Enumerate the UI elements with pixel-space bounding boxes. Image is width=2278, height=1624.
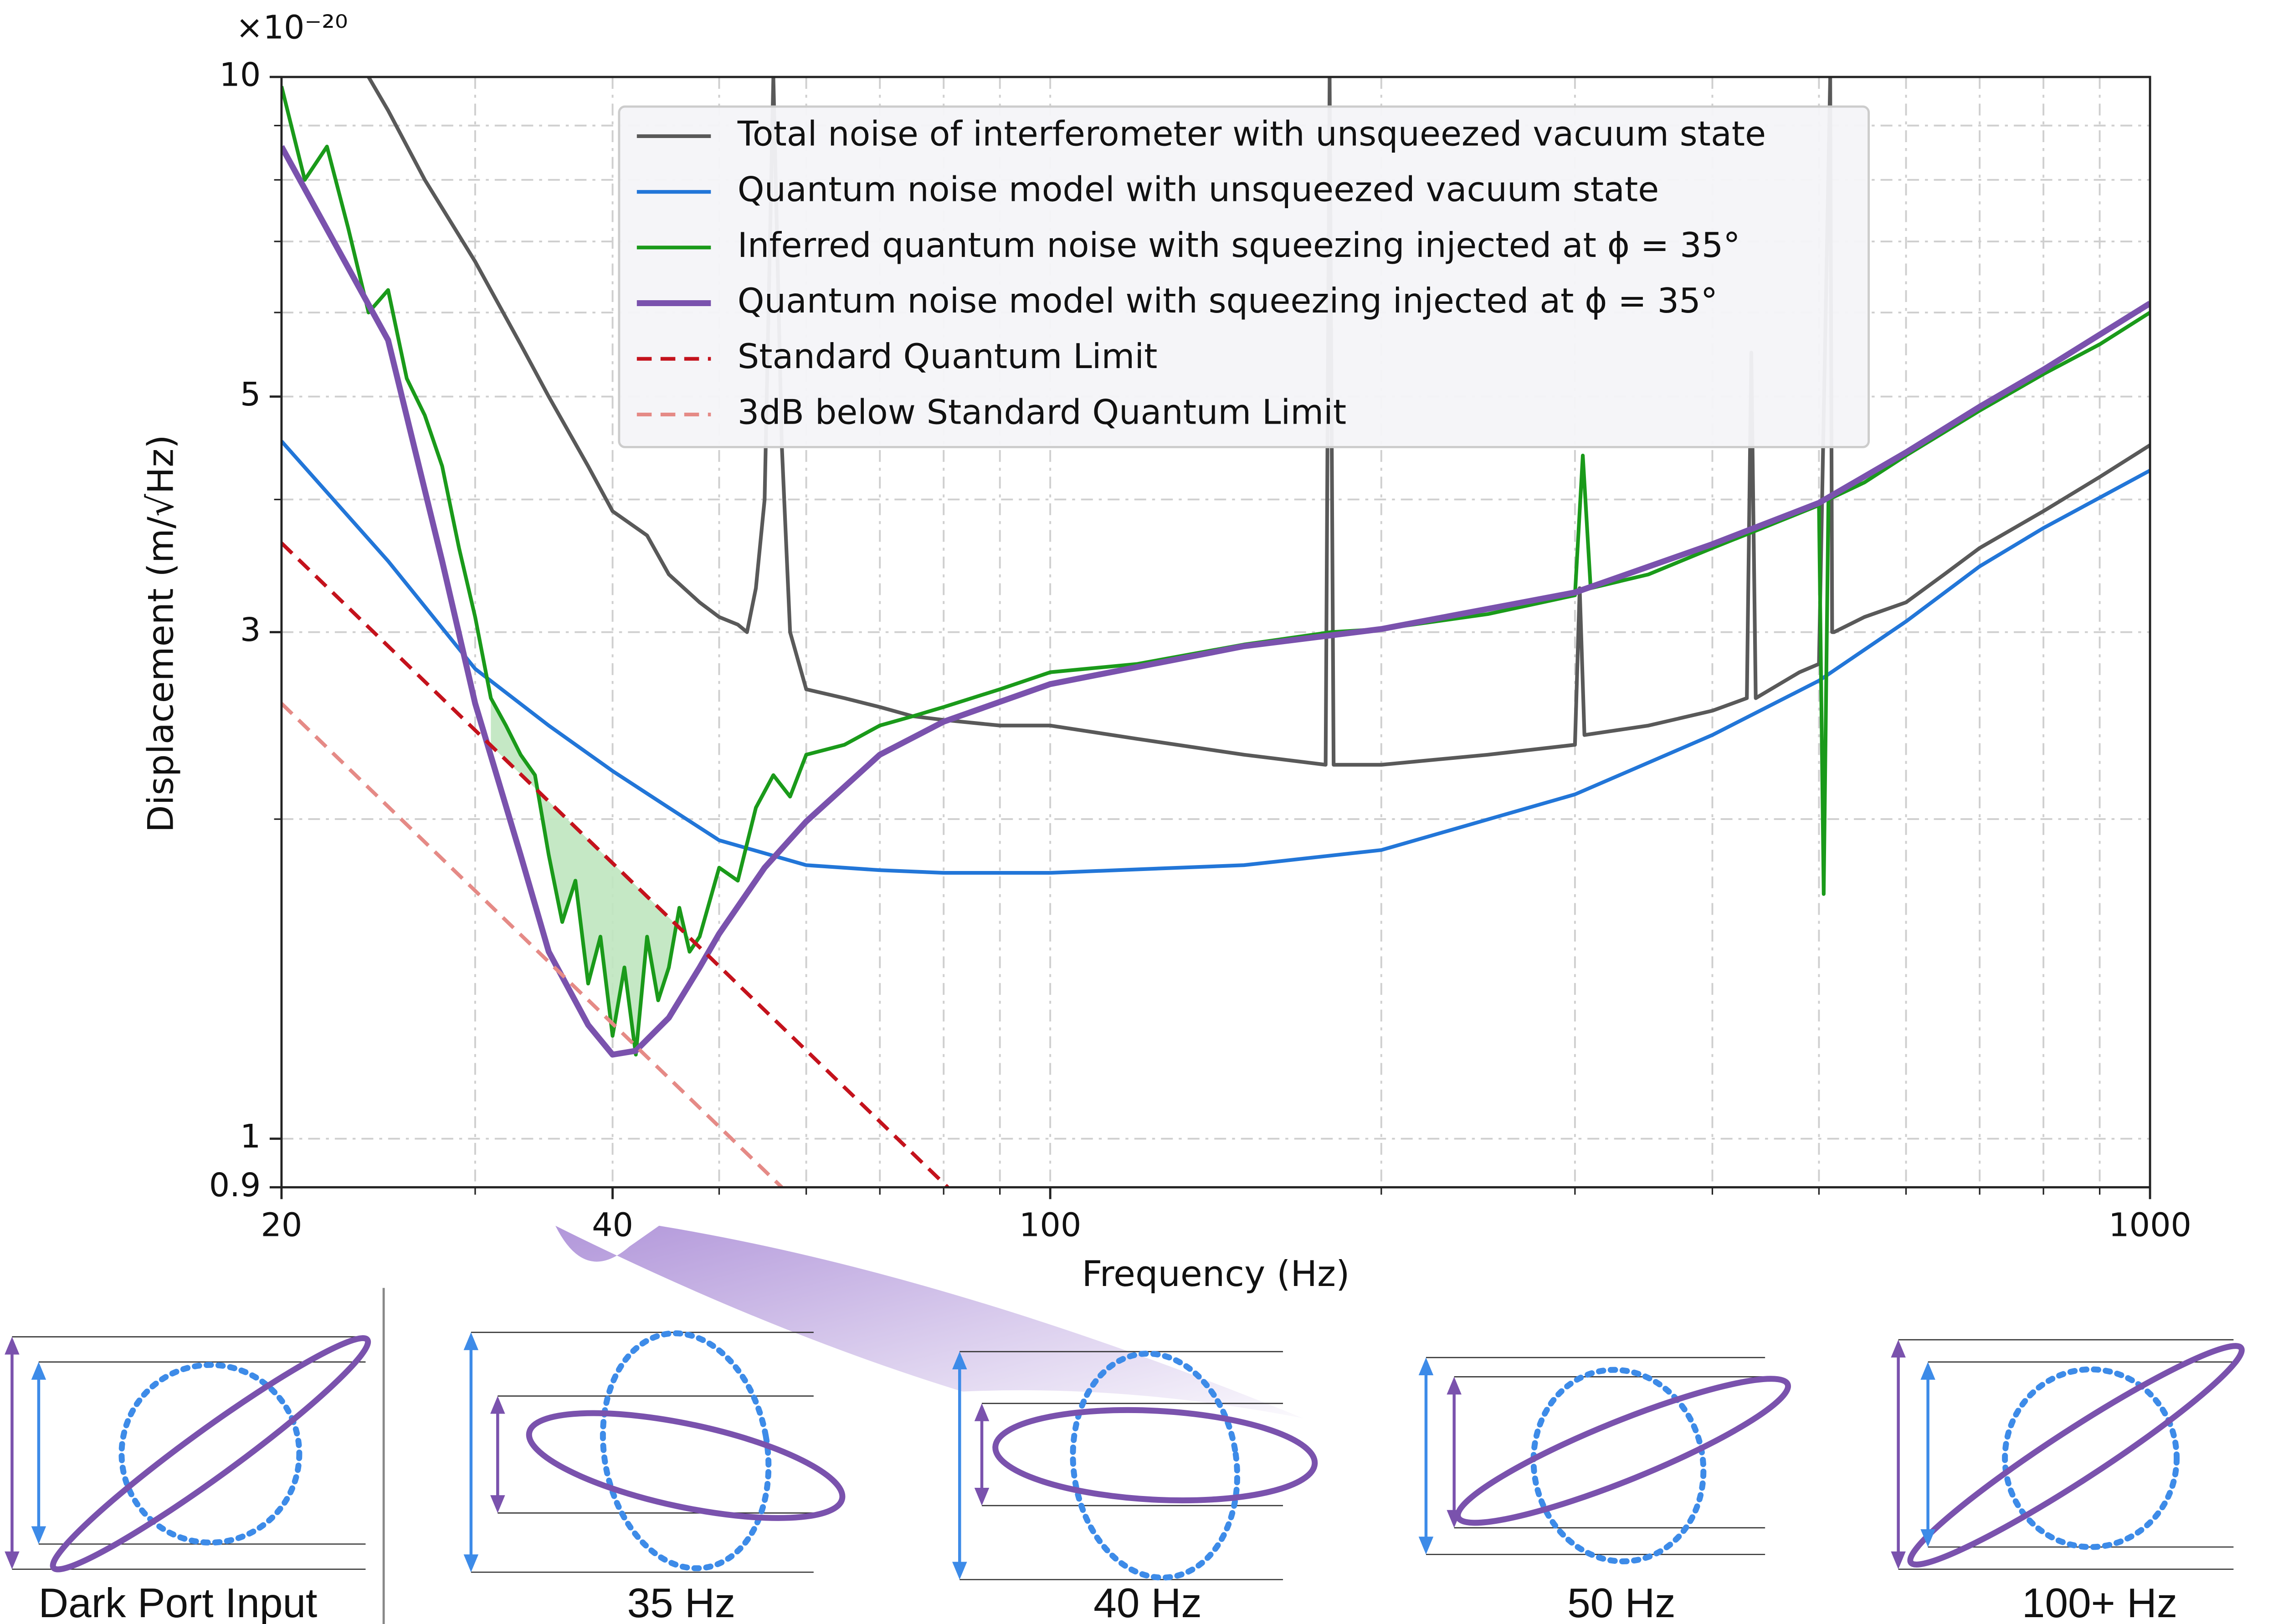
panel-label: 100+ Hz bbox=[2022, 1580, 2177, 1624]
panel-label: 35 Hz bbox=[627, 1580, 735, 1624]
panel-label: Dark Port Input bbox=[38, 1580, 317, 1624]
legend-label: Total noise of interferometer with unsqu… bbox=[737, 114, 1766, 154]
arrow-head bbox=[1891, 1340, 1906, 1358]
legend: Total noise of interferometer with unsqu… bbox=[618, 105, 1870, 448]
arrow-head bbox=[463, 1332, 479, 1350]
x-tick-label: 20 bbox=[261, 1206, 302, 1244]
arrow-head bbox=[5, 1551, 20, 1569]
plot-series bbox=[281, 77, 2150, 1188]
vacuum-ellipse bbox=[600, 1330, 772, 1572]
legend-label: Quantum noise model with unsqueezed vacu… bbox=[738, 170, 1659, 210]
phase-space-panels: Dark Port Input 35 Hz 40 Hz 50 Hz 100+ Hz bbox=[5, 1330, 2245, 1624]
plot-frame bbox=[280, 76, 2151, 1189]
legend-label: Quantum noise model with squeezing injec… bbox=[738, 281, 1718, 321]
arrow-head bbox=[1447, 1377, 1462, 1395]
series-line bbox=[281, 86, 2150, 1057]
arrow-head bbox=[974, 1403, 990, 1421]
arrow-head bbox=[31, 1526, 46, 1544]
vacuum-ellipse bbox=[2002, 1366, 2180, 1550]
series-line bbox=[281, 542, 949, 1188]
squeezed-ellipse bbox=[1907, 1343, 2245, 1568]
arrow-head bbox=[5, 1337, 20, 1355]
arrow-head bbox=[490, 1396, 505, 1414]
legend-label: Inferred quantum noise with squeezing in… bbox=[738, 225, 1740, 265]
y-tick-label: 10 bbox=[219, 56, 261, 94]
y-tick-label: 5 bbox=[240, 375, 261, 413]
x-tick-label: 40 bbox=[592, 1206, 633, 1244]
fill-between-area bbox=[491, 698, 690, 1055]
series-line bbox=[281, 440, 2150, 875]
y-tick-label: 1 bbox=[240, 1117, 261, 1155]
arrow-head bbox=[974, 1488, 990, 1506]
series-line bbox=[281, 702, 783, 1188]
x-tick-label: 100 bbox=[1019, 1206, 1081, 1244]
arrow-head bbox=[1920, 1362, 1935, 1380]
squeezed-ellipse bbox=[50, 1335, 371, 1573]
series-line bbox=[281, 145, 2150, 1058]
panel-label: 40 Hz bbox=[1093, 1580, 1202, 1624]
x-tick-label: 1000 bbox=[2109, 1206, 2191, 1244]
arrow-head bbox=[952, 1562, 967, 1580]
y-tick-label: 0.9 bbox=[209, 1166, 261, 1204]
y-multiplier: ×10⁻²⁰ bbox=[236, 9, 348, 46]
legend-label: Standard Quantum Limit bbox=[738, 337, 1158, 376]
arrow-head bbox=[1891, 1551, 1906, 1569]
arrow-head bbox=[1418, 1537, 1434, 1555]
zoom-callout bbox=[555, 1225, 1303, 1419]
arrow-head bbox=[463, 1554, 479, 1573]
legend-label: 3dB below Standard Quantum Limit bbox=[738, 392, 1346, 432]
y-axis-label: Displacement (m/√Hz) bbox=[140, 435, 181, 832]
arrow-head bbox=[1920, 1529, 1935, 1547]
x-axis-label: Frequency (Hz) bbox=[1082, 1254, 1349, 1295]
arrow-head bbox=[31, 1362, 46, 1380]
vacuum-ellipse bbox=[118, 1362, 303, 1546]
arrow-head bbox=[1418, 1358, 1434, 1376]
squeezed-ellipse bbox=[992, 1407, 1318, 1504]
arrow-head bbox=[952, 1352, 967, 1370]
vacuum-ellipse bbox=[1070, 1350, 1241, 1581]
legend-box bbox=[618, 105, 1870, 448]
arrow-head bbox=[490, 1495, 505, 1513]
arrow-head bbox=[1447, 1510, 1462, 1528]
y-tick-label: 3 bbox=[240, 611, 261, 649]
panel-label: 50 Hz bbox=[1567, 1580, 1676, 1624]
squeezed-ellipse bbox=[526, 1410, 846, 1521]
